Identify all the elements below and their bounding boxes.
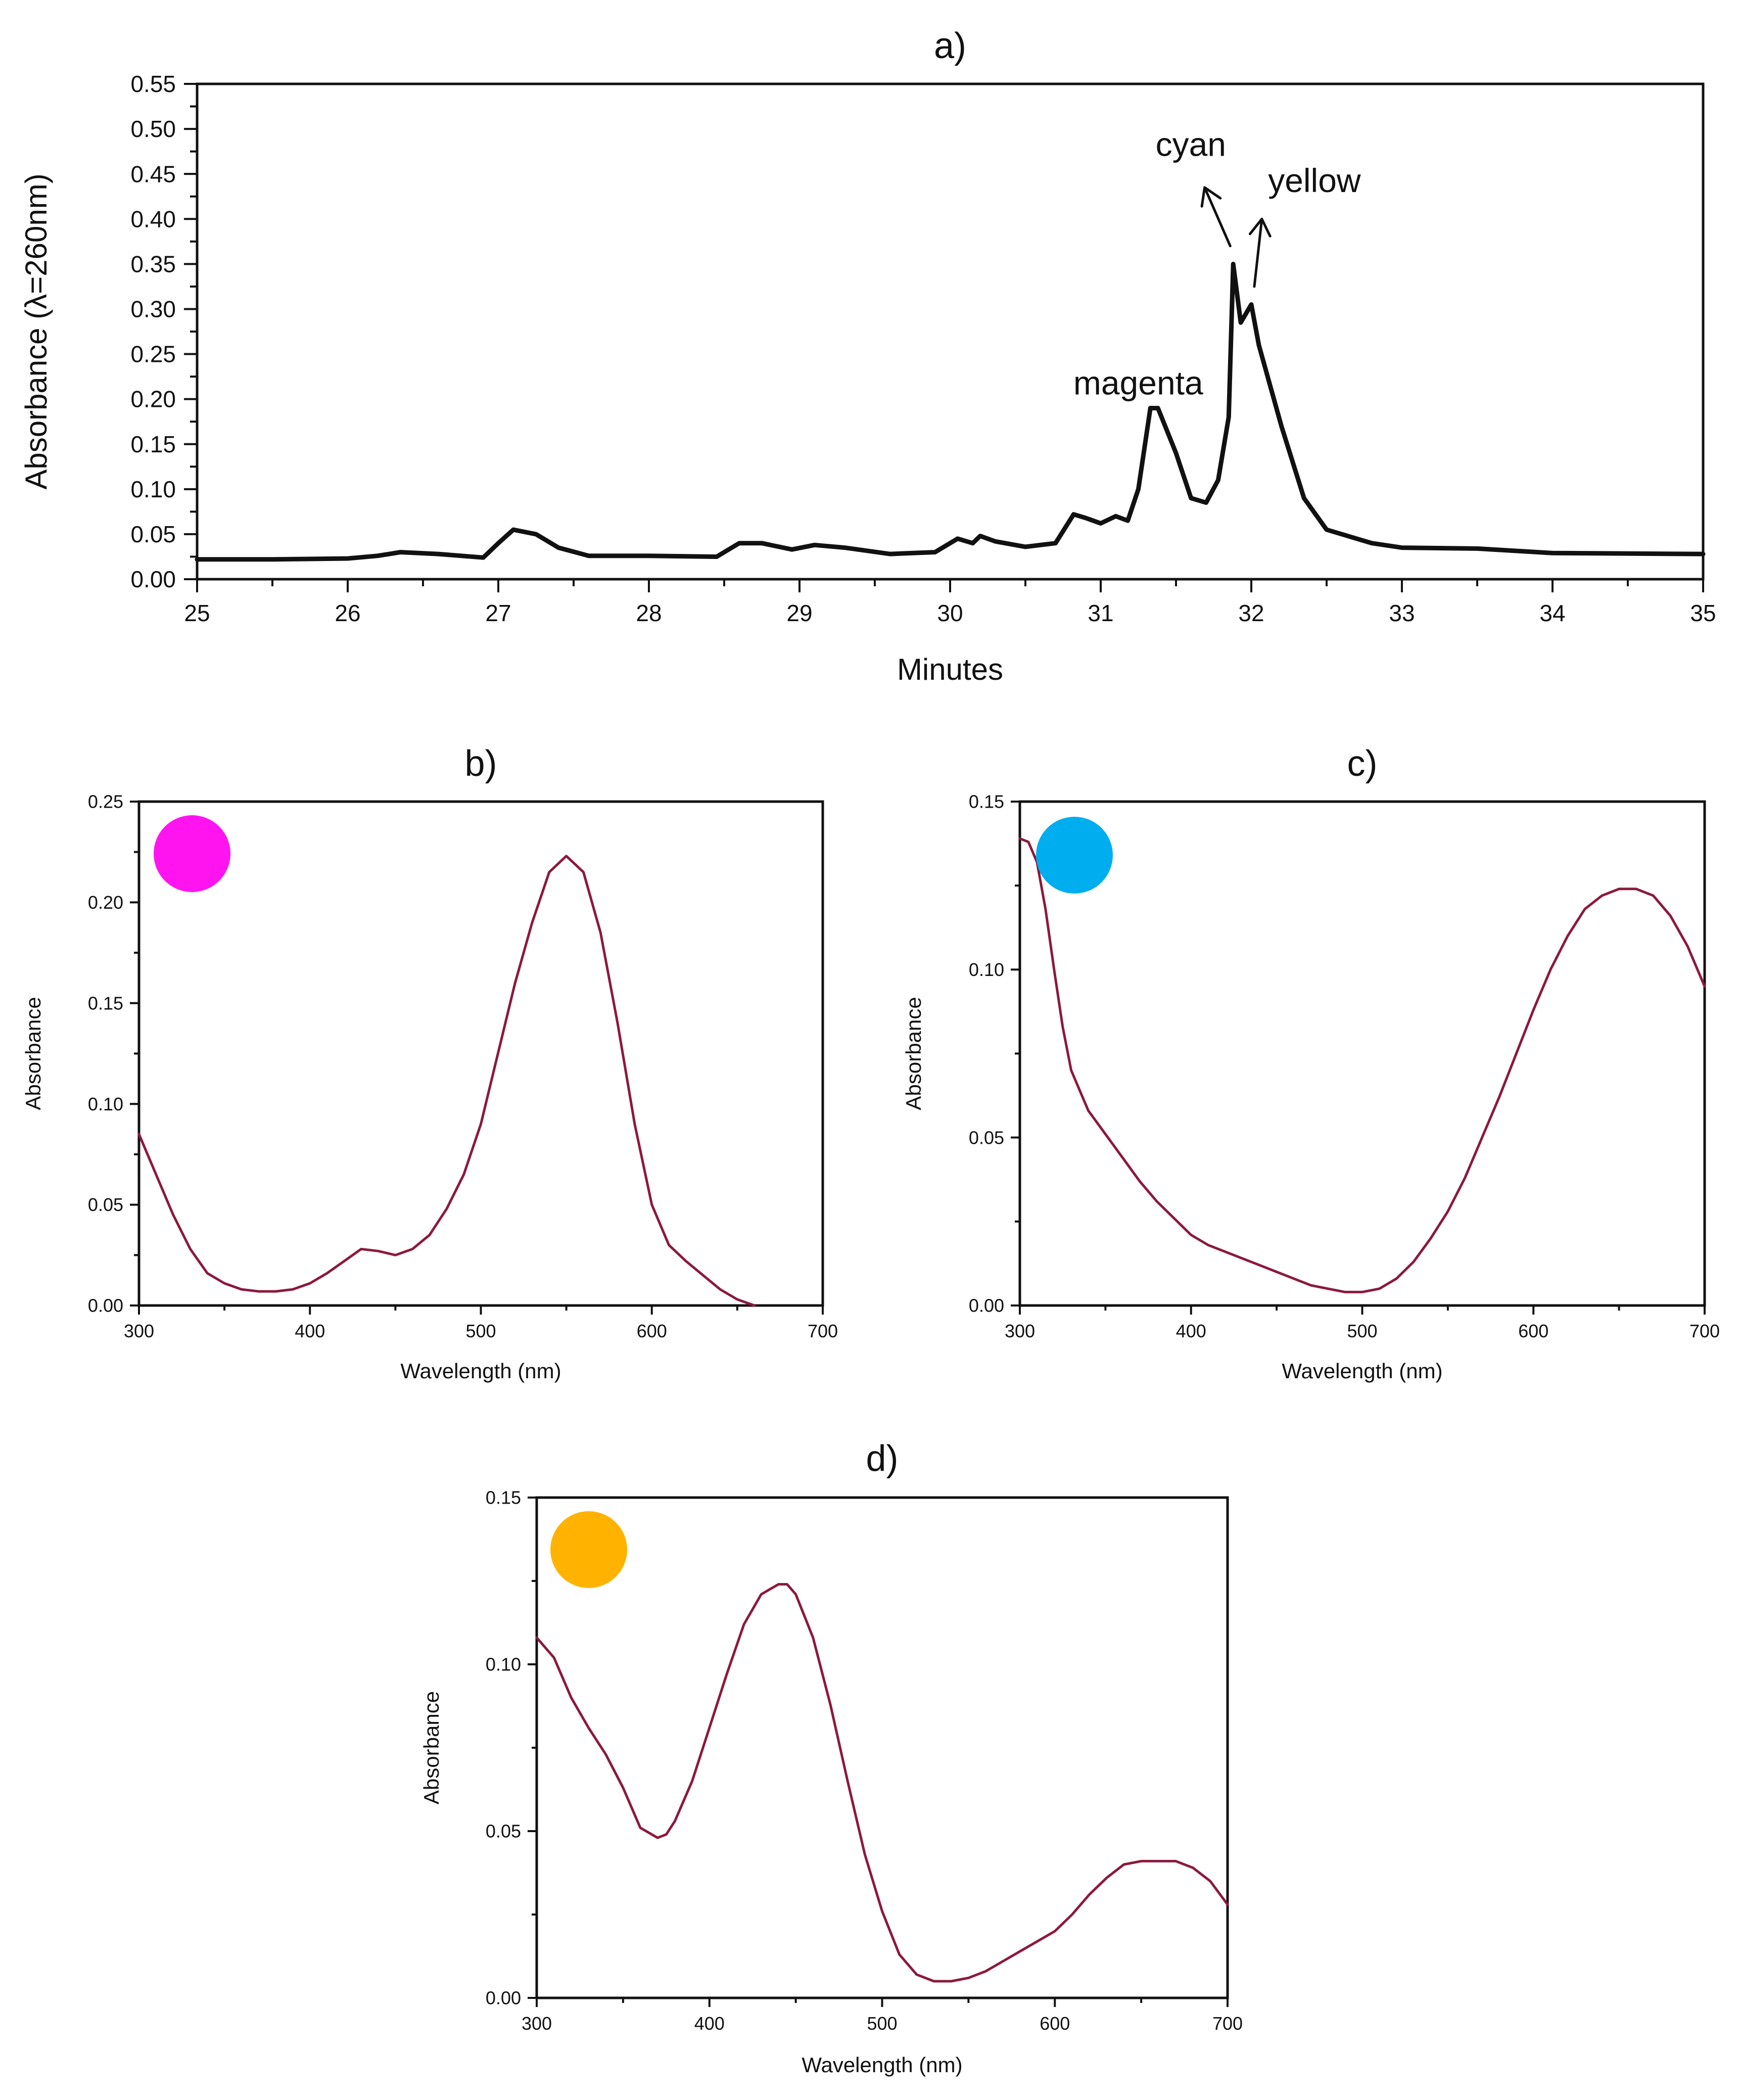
x-tick-label-a: 26: [335, 600, 360, 626]
peak-label-cyan: cyan: [1156, 126, 1226, 163]
y-tick-label-c: 0.15: [969, 791, 1004, 812]
x-tick-label-a: 29: [786, 600, 812, 626]
arrow-yellow: [1248, 217, 1272, 288]
y-tick-label-a: 0.15: [130, 431, 176, 457]
y-tick-label-b: 0.10: [88, 1094, 123, 1114]
x-tick-label-a: 25: [184, 600, 210, 626]
x-tick-label-b: 300: [124, 1321, 154, 1341]
x-tick-label-c: 600: [1518, 1321, 1548, 1341]
y-tick-label-a: 0.45: [130, 161, 176, 187]
y-tick-label-b: 0.05: [88, 1194, 123, 1215]
y-tick-label-a: 0.50: [130, 116, 176, 142]
x-tick-label-a: 30: [937, 600, 963, 626]
y-axis-label-b: Absorbance: [21, 997, 45, 1110]
x-tick-label-c: 500: [1347, 1321, 1377, 1341]
x-tick-label-a: 31: [1088, 600, 1113, 626]
series-line-yellow: [535, 1583, 1229, 1983]
x-axis-label-a: Minutes: [897, 652, 1003, 686]
series-line-magenta: [137, 855, 756, 1307]
arrow-cyan: [1200, 186, 1232, 248]
y-tick-label-b: 0.20: [88, 892, 123, 913]
panel-a: a) 25 26 27 28 29 30 31 32 33 34 35 0.00 0.05 0.10 0.15…: [19, 26, 1716, 686]
color-marker-b: [154, 815, 230, 892]
peak-label-yellow: yellow: [1268, 162, 1361, 199]
x-axis-label-c: Wavelength (nm): [1282, 1359, 1442, 1383]
x-tick-label-d: 400: [694, 2013, 725, 2034]
series-line-chromatogram: [195, 261, 1706, 562]
y-tick-label-c: 0.00: [969, 1295, 1004, 1316]
panel-label-b: b): [464, 743, 497, 784]
y-tick-label-a: 0.55: [130, 71, 176, 97]
y-tick-label-a: 0.30: [130, 296, 176, 322]
panel-label-c: c): [1347, 743, 1378, 784]
x-tick-label-a: 33: [1389, 600, 1415, 626]
panel-label-d: d): [866, 1438, 898, 1479]
x-tick-label-b: 700: [808, 1321, 838, 1341]
panel-c: c) 300 400 500 600 700 0.00 0.05 0.10 0.15 Wavelen…: [902, 743, 1720, 1383]
y-tick-label-a: 0.25: [130, 341, 176, 367]
y-tick-label-a: 0.10: [130, 476, 176, 502]
y-tick-label-b: 0.00: [88, 1295, 123, 1316]
y-tick-label-a: 0.35: [130, 251, 176, 277]
y-tick-label-d: 0.10: [486, 1654, 521, 1675]
y-axis-label-d: Absorbance: [419, 1691, 443, 1804]
y-tick-label-d: 0.05: [486, 1821, 521, 1842]
x-tick-label-a: 34: [1539, 600, 1565, 626]
x-axis-label-d: Wavelength (nm): [802, 2053, 962, 2077]
panel-label-a: a): [934, 26, 966, 66]
y-tick-label-c: 0.10: [969, 959, 1004, 980]
x-tick-label-d: 300: [522, 2013, 552, 2034]
y-tick-label-a: 0.20: [130, 386, 176, 412]
y-axis-label-a: Absorbance (λ=260nm): [19, 173, 53, 489]
y-axis-label-c: Absorbance: [902, 997, 925, 1110]
x-tick-label-a: 27: [485, 600, 511, 626]
y-tick-label-b: 0.15: [88, 993, 123, 1013]
x-tick-label-c: 300: [1005, 1321, 1035, 1341]
x-tick-label-d: 700: [1212, 2013, 1243, 2034]
x-tick-label-d: 500: [867, 2013, 897, 2034]
panel-d: d) 300 400 500 600 700 0.00 0.05 0.10 0.15 Wavelen…: [419, 1438, 1243, 2077]
y-tick-label-a: 0.00: [130, 566, 176, 592]
panel-b: b) 300 400 500 600 700 0.00 0.05 0.10 0.15 0.20 0.2…: [21, 743, 838, 1383]
x-axis-label-b: Wavelength (nm): [400, 1359, 561, 1383]
x-tick-label-c: 700: [1689, 1321, 1720, 1341]
y-tick-label-c: 0.05: [969, 1127, 1004, 1148]
x-tick-label-a: 32: [1238, 600, 1264, 626]
y-tick-label-a: 0.40: [130, 206, 176, 232]
y-tick-label-d: 0.00: [486, 1988, 521, 2009]
color-marker-c: [1036, 817, 1113, 894]
y-tick-label-b: 0.25: [88, 791, 123, 812]
peak-label-magenta: magenta: [1073, 364, 1203, 402]
x-tick-label-c: 400: [1176, 1321, 1206, 1341]
x-tick-label-a: 35: [1690, 600, 1716, 626]
series-line-cyan: [1018, 837, 1706, 1293]
x-tick-label-b: 500: [465, 1321, 496, 1341]
color-marker-d: [550, 1511, 627, 1588]
x-tick-label-b: 400: [295, 1321, 325, 1341]
y-tick-label-a: 0.05: [130, 521, 176, 547]
x-tick-label-a: 28: [636, 600, 662, 626]
x-tick-label-d: 600: [1040, 2013, 1070, 2034]
x-tick-label-b: 600: [637, 1321, 667, 1341]
y-tick-label-d: 0.15: [486, 1487, 521, 1508]
